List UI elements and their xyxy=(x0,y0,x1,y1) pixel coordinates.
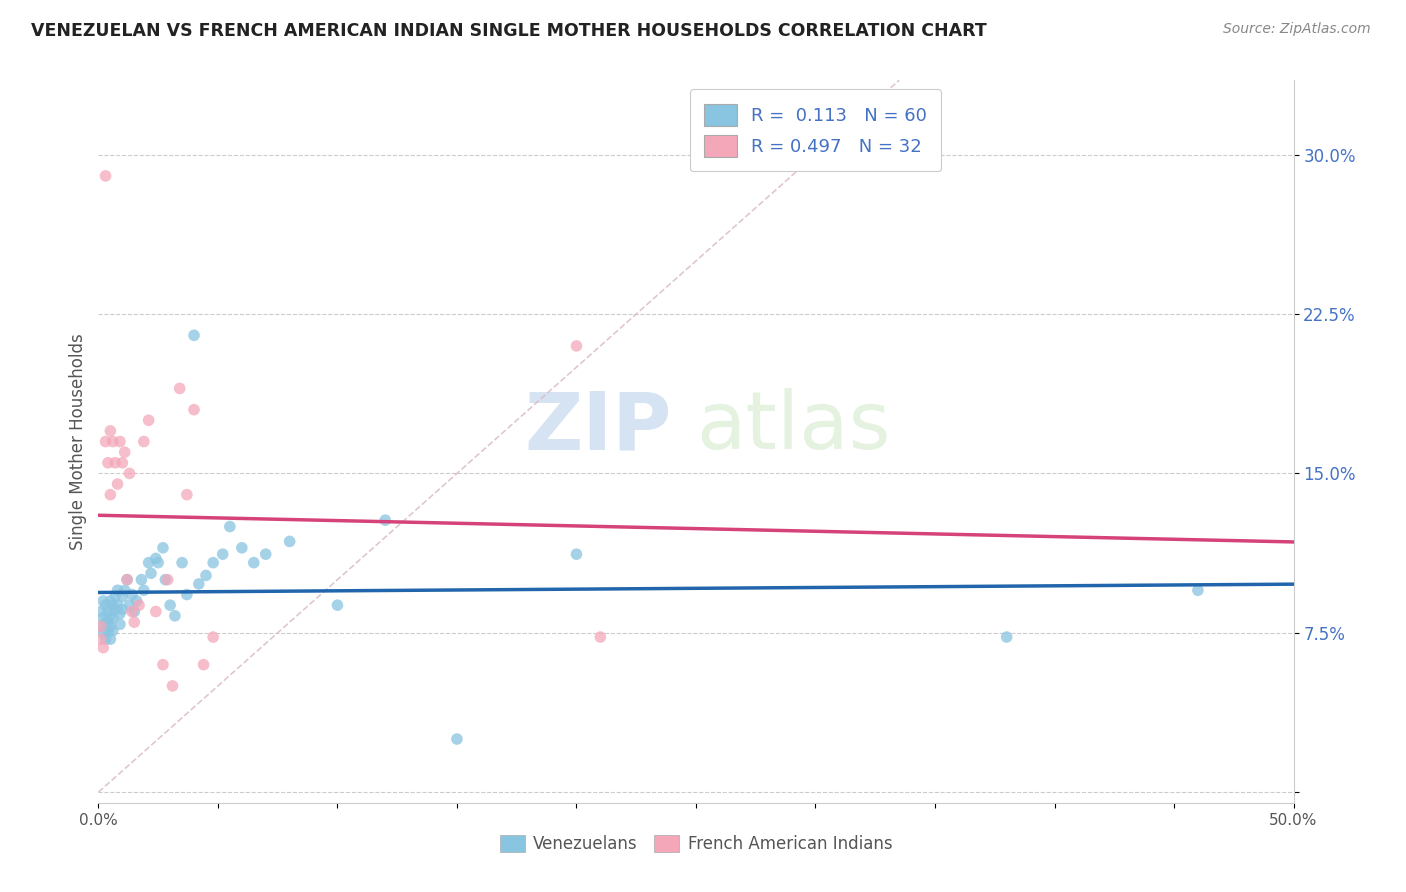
Point xyxy=(98,488,122,502)
Point xyxy=(326,598,349,612)
Point xyxy=(107,583,129,598)
Point xyxy=(111,590,134,604)
Point xyxy=(90,619,112,633)
Text: ZIP: ZIP xyxy=(524,388,672,467)
Point xyxy=(111,602,134,616)
Point xyxy=(446,732,468,747)
Point xyxy=(183,328,205,343)
Point xyxy=(91,594,114,608)
Point xyxy=(118,467,141,481)
Point xyxy=(98,632,122,647)
Point xyxy=(108,434,131,449)
Point xyxy=(159,598,181,612)
Point xyxy=(90,605,112,619)
Point xyxy=(278,534,301,549)
Point xyxy=(124,615,146,630)
Point xyxy=(374,513,396,527)
Point xyxy=(101,434,124,449)
Point xyxy=(202,556,225,570)
Point xyxy=(115,573,138,587)
Point xyxy=(91,611,114,625)
Point xyxy=(193,657,215,672)
Point xyxy=(104,590,127,604)
Point xyxy=(138,413,160,427)
Point xyxy=(101,611,124,625)
Point xyxy=(169,381,191,395)
Point xyxy=(163,608,186,623)
Point xyxy=(219,519,242,533)
Point xyxy=(118,598,141,612)
Point xyxy=(155,573,177,587)
Point xyxy=(114,445,136,459)
Point xyxy=(231,541,253,555)
Point xyxy=(91,640,114,655)
Point xyxy=(90,619,112,633)
Text: atlas: atlas xyxy=(696,388,890,467)
Point xyxy=(152,657,174,672)
Point xyxy=(162,679,184,693)
Point xyxy=(176,588,198,602)
Text: VENEZUELAN VS FRENCH AMERICAN INDIAN SINGLE MOTHER HOUSEHOLDS CORRELATION CHART: VENEZUELAN VS FRENCH AMERICAN INDIAN SIN… xyxy=(31,22,987,40)
Point xyxy=(156,573,179,587)
Point xyxy=(115,573,138,587)
Point xyxy=(101,598,124,612)
Point xyxy=(195,568,218,582)
Point xyxy=(97,615,120,630)
Point xyxy=(138,556,160,570)
Point xyxy=(111,456,134,470)
Point xyxy=(124,605,146,619)
Point xyxy=(94,632,117,647)
Point xyxy=(172,556,194,570)
Point xyxy=(94,615,117,630)
Point xyxy=(152,541,174,555)
Point xyxy=(107,477,129,491)
Point xyxy=(107,598,129,612)
Point xyxy=(98,608,122,623)
Point xyxy=(104,456,127,470)
Point xyxy=(97,624,120,638)
Point xyxy=(91,625,114,640)
Point xyxy=(98,619,122,633)
Text: Source: ZipAtlas.com: Source: ZipAtlas.com xyxy=(1223,22,1371,37)
Point xyxy=(104,602,127,616)
Point xyxy=(589,630,612,644)
Point xyxy=(97,456,120,470)
Point xyxy=(187,577,209,591)
Point xyxy=(97,605,120,619)
Point xyxy=(139,566,162,581)
Point xyxy=(98,424,122,438)
Point xyxy=(94,598,117,612)
Point xyxy=(254,547,277,561)
Point xyxy=(98,594,122,608)
Point xyxy=(94,169,117,183)
Point xyxy=(211,547,233,561)
Point xyxy=(125,594,148,608)
Point xyxy=(131,573,153,587)
Point xyxy=(202,630,225,644)
Legend: Venezuelans, French American Indians: Venezuelans, French American Indians xyxy=(494,828,898,860)
Point xyxy=(121,588,143,602)
Point xyxy=(176,488,198,502)
Y-axis label: Single Mother Households: Single Mother Households xyxy=(69,334,87,549)
Point xyxy=(145,551,167,566)
Point xyxy=(183,402,205,417)
Point xyxy=(121,605,143,619)
Point xyxy=(128,598,150,612)
Point xyxy=(108,607,131,621)
Point xyxy=(94,434,117,449)
Point xyxy=(101,624,124,638)
Point xyxy=(90,632,112,647)
Point xyxy=(243,556,266,570)
Point xyxy=(1187,583,1209,598)
Point xyxy=(114,583,136,598)
Point xyxy=(565,547,588,561)
Point xyxy=(108,617,131,632)
Point xyxy=(145,605,167,619)
Point xyxy=(132,583,155,598)
Point xyxy=(995,630,1018,644)
Point xyxy=(565,339,588,353)
Point xyxy=(148,556,170,570)
Point xyxy=(132,434,155,449)
